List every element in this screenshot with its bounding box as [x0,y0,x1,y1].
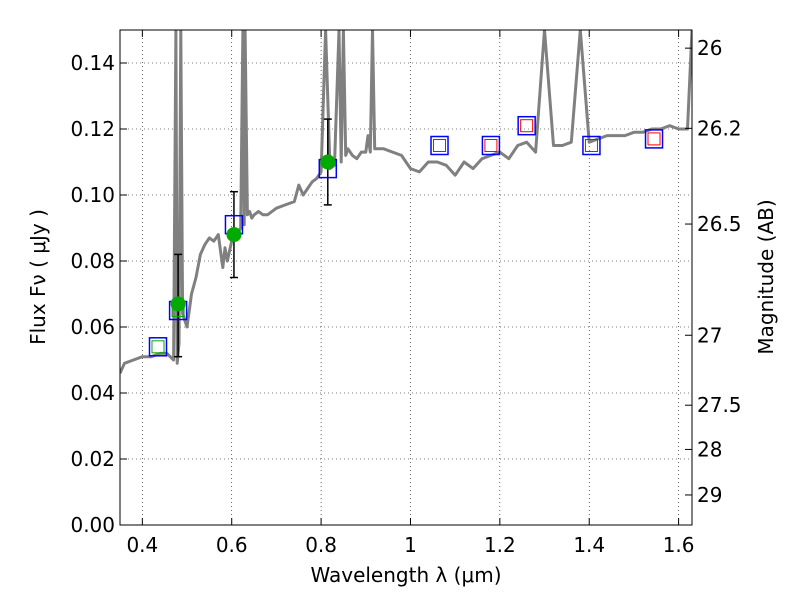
model-square-green [151,340,165,354]
measured-point [226,227,242,243]
y-tick-label: 0.10 [70,183,115,207]
plot-background [120,30,692,525]
y-tick-label: 0.12 [70,117,115,141]
y-right-axis-label: Magnitude (AB) [754,199,778,354]
right-tick-label: 27.5 [697,393,742,417]
photometry-square [148,337,168,357]
data-layer [120,30,692,374]
model-square-red [484,139,498,152]
plot-frame [119,29,693,526]
x-tick-label: 1.6 [663,533,695,557]
measured-point [320,154,336,170]
right-tick-label: 26 [697,36,722,60]
measured-point [170,296,186,312]
right-tick-label: 29 [697,483,722,507]
right-tick-label: 26.5 [697,212,742,236]
right-tick-label: 27 [697,323,722,347]
model-square-red [584,139,598,152]
x-tick-label: 1.2 [484,533,516,557]
x-axis-label: Wavelength λ (μm) [310,563,501,587]
photometry-square [517,115,536,136]
x-tick-label: 0.8 [305,533,337,557]
y-tick-label: 0.02 [70,447,115,471]
right-tick-label: 28 [697,437,722,461]
y-tick-label: 0.00 [70,513,115,537]
ticks: 0.4 0.6 0.8 1 1.2 1.4 1.6 0.00 0.02 0.04 0.06 0.08 0… [70,30,742,557]
photometry-square [582,135,601,156]
model-square-red [433,139,447,152]
photometry-square [430,135,449,156]
y-tick-label: 0.06 [70,315,115,339]
spectrum-line [120,30,692,374]
model-square-red [520,119,534,133]
grid [120,30,692,525]
photometry-square [481,135,501,156]
y-axis-label: Flux Fν ( μJy ) [26,209,50,345]
photometry-square [644,129,664,149]
x-tick-label: 1.4 [573,533,605,557]
x-tick-label: 0.4 [126,533,158,557]
y-tick-label: 0.14 [70,51,115,75]
y-tick-label: 0.04 [70,381,115,405]
model-square-red [647,132,661,146]
y-tick-label: 0.08 [70,249,115,273]
x-tick-label: 0.6 [216,533,248,557]
right-tick-label: 26.2 [697,116,742,140]
x-tick-label: 1 [404,533,417,557]
